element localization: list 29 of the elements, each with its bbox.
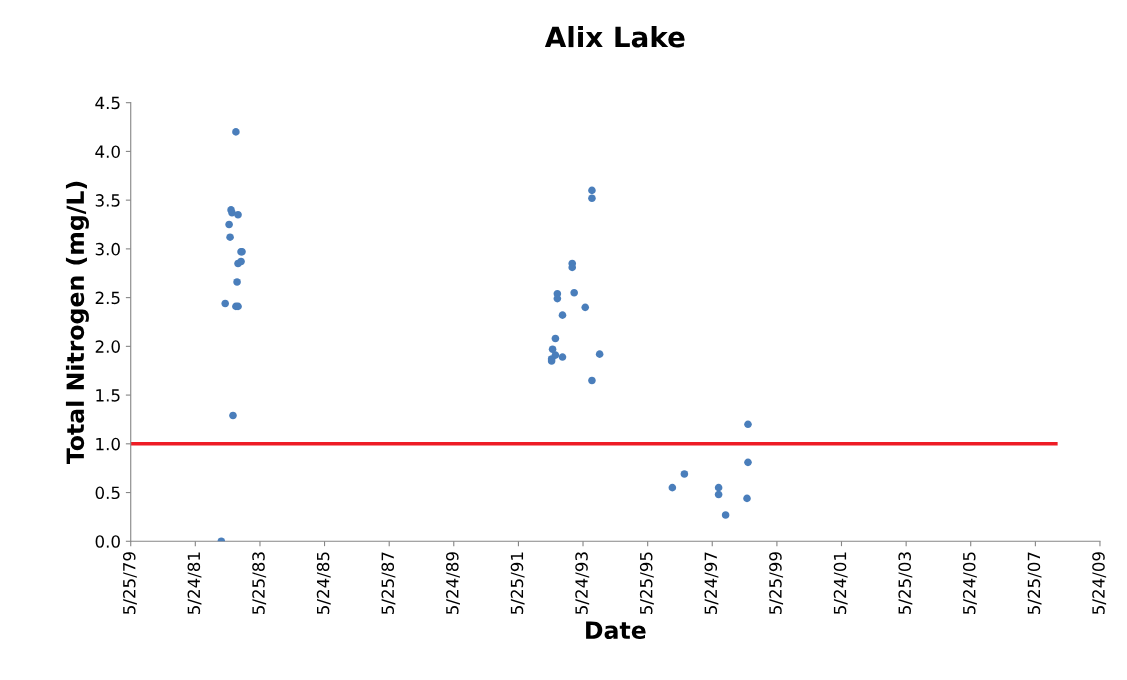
y-tick-label: 1.5 bbox=[96, 389, 120, 402]
y-tick-label: 4.0 bbox=[95, 145, 120, 158]
x-tick-label: 5/25/95 bbox=[639, 552, 654, 614]
x-tick-label: 5/25/83 bbox=[252, 552, 267, 614]
x-tick-label: 5/25/79 bbox=[122, 552, 137, 614]
x-tick-label: 5/25/99 bbox=[769, 552, 784, 614]
x-tick-label: 5/24/05 bbox=[962, 552, 977, 614]
x-tick-label: 5/25/03 bbox=[898, 552, 913, 614]
y-tick-label: 0.5 bbox=[95, 486, 120, 500]
x-tick-label: 5/24/01 bbox=[833, 552, 848, 614]
y-tick-label: 3.0 bbox=[95, 242, 120, 256]
x-tick-label: 5/24/97 bbox=[704, 552, 719, 614]
x-tick-label: 5/25/91 bbox=[510, 552, 525, 614]
y-tick-label: 2.0 bbox=[95, 340, 120, 353]
y-axis-title: Total Nitrogen (mg/L) bbox=[65, 181, 89, 465]
x-tick-label: 5/24/09 bbox=[1092, 552, 1107, 614]
x-tick-label: 5/24/89 bbox=[446, 552, 460, 614]
x-axis-title: Date bbox=[586, 621, 646, 640]
x-tick-label: 5/24/81 bbox=[187, 552, 202, 614]
x-tick-label: 5/24/85 bbox=[316, 552, 331, 614]
chart-title: Alix Lake bbox=[544, 26, 685, 48]
y-tick-label: 4.5 bbox=[95, 96, 120, 110]
y-tick-label: 2.5 bbox=[95, 291, 120, 305]
y-tick-label: 1.0 bbox=[96, 437, 120, 451]
x-tick-label: 5/25/87 bbox=[381, 552, 396, 614]
x-tick-label: 5/25/07 bbox=[1027, 552, 1042, 614]
y-tick-label: 0.0 bbox=[95, 535, 120, 548]
y-tick-label: 3.5 bbox=[95, 194, 120, 207]
x-tick-label: 5/24/93 bbox=[575, 552, 590, 614]
